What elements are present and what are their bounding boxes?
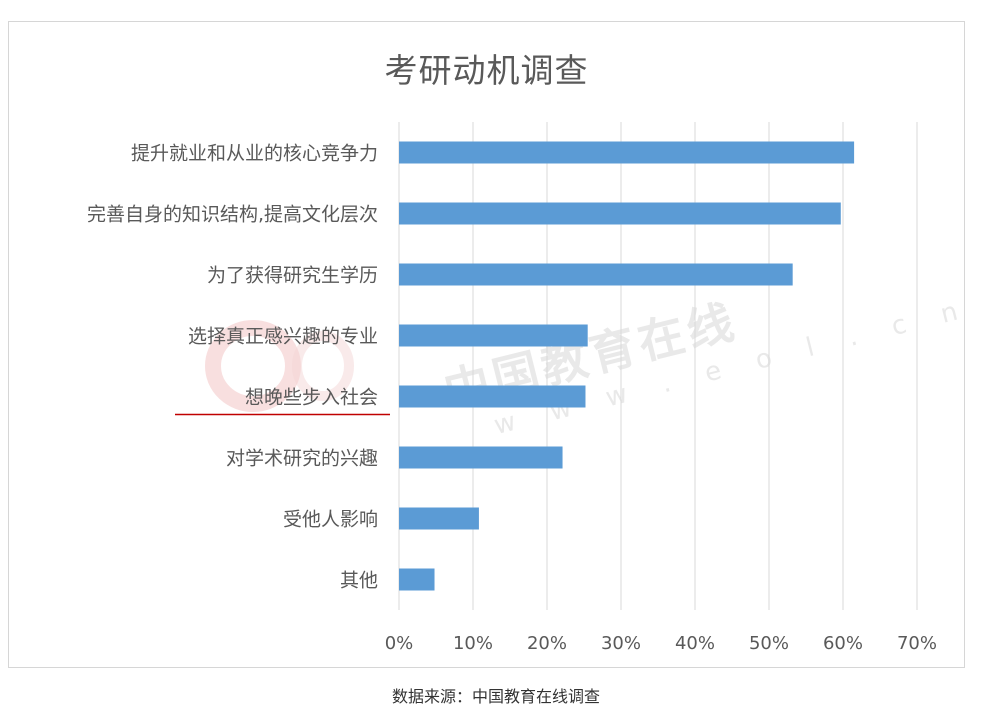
category-label: 完善自身的知识结构,提高文化层次: [87, 204, 378, 226]
category-label: 受他人影响: [283, 509, 378, 531]
category-label: 选择真正感兴趣的专业: [188, 326, 378, 348]
source-note: 数据来源：中国教育在线调查: [391, 687, 600, 706]
category-label: 对学术研究的兴趣: [226, 448, 378, 470]
chart-title: 考研动机调查: [384, 51, 589, 90]
bar: [399, 568, 435, 591]
x-tick-label: 30%: [601, 633, 641, 654]
bar: [399, 141, 855, 164]
x-tick-label: 20%: [527, 633, 567, 654]
bar: [399, 385, 586, 408]
category-label: 想晚些步入社会: [245, 387, 378, 409]
x-tick-label: 60%: [823, 633, 863, 654]
bar: [399, 507, 479, 530]
bar: [399, 446, 563, 469]
x-tick-label: 0%: [385, 633, 414, 654]
bar: [399, 202, 841, 225]
x-tick-label: 50%: [749, 633, 789, 654]
category-label: 其他: [340, 570, 378, 592]
watermark-logo: [205, 308, 355, 418]
x-tick-label: 40%: [675, 633, 715, 654]
bar: [399, 324, 588, 347]
x-tick-label: 10%: [453, 633, 493, 654]
category-label: 为了获得研究生学历: [207, 265, 378, 287]
bar: [399, 263, 793, 286]
x-tick-label: 70%: [897, 633, 937, 654]
category-label: 提升就业和从业的核心竞争力: [131, 143, 378, 165]
